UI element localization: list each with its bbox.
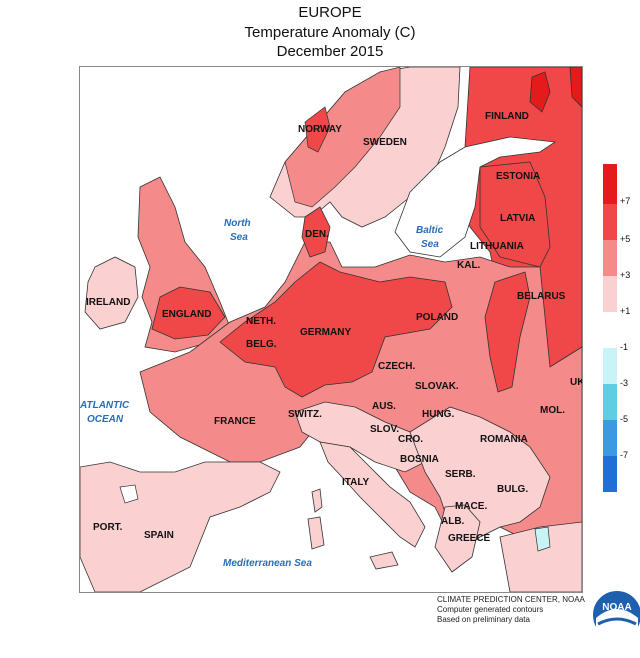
label-moldova: MOL. (540, 405, 565, 416)
legend-label-minus5: -5 (620, 414, 629, 424)
noaa-logo-icon: NOAA (591, 589, 640, 641)
label-croatia: CRO. (398, 434, 423, 445)
sardinia-land (307, 516, 325, 550)
label-germany: GERMANY (300, 327, 351, 338)
label-denmark: DEN. (305, 229, 329, 240)
color-legend (603, 164, 617, 492)
label-serbia: SERB. (445, 469, 476, 480)
label-hungary: HUNG. (422, 409, 454, 420)
label-albania: ALB. (441, 516, 465, 527)
label-netherlands: NETH. (246, 316, 276, 327)
norway-hot-zone (304, 106, 331, 153)
central-europe-hot-zone (219, 261, 453, 398)
turkey-land (499, 521, 582, 592)
label-ireland: IRELAND (86, 297, 130, 308)
iberia-cold-spot (119, 484, 139, 504)
credit-source: CLIMATE PREDICTION CENTER, NOAA (437, 595, 585, 604)
greece-land (434, 504, 481, 573)
label-england: ENGLAND (162, 309, 211, 320)
label-north-sea-1: North (224, 218, 251, 229)
corsica-land (311, 488, 323, 513)
legend-label-plus3: +3 (620, 270, 631, 280)
label-estonia: ESTONIA (496, 171, 540, 182)
label-kaliningrad: KAL. (457, 260, 481, 271)
label-belgium: BELG. (246, 339, 277, 350)
sicily-land (369, 551, 399, 570)
label-france: FRANCE (214, 416, 256, 427)
label-poland: POLAND (416, 312, 458, 323)
cold-anomaly-patch (534, 526, 551, 552)
label-slovakia: SLOVAK. (415, 381, 459, 392)
label-spain: SPAIN (144, 530, 174, 541)
label-lithuania: LITHUANIA (470, 241, 524, 252)
label-portugal: PORT. (93, 522, 123, 533)
label-bulgaria: BULG. (497, 484, 528, 495)
finland-core (529, 71, 551, 113)
map-period-title: December 2015 (276, 43, 384, 60)
label-bosnia: BOSNIA (400, 454, 439, 465)
england-hot-zone (151, 286, 226, 340)
map-panel: NORWAY SWEDEN FINLAND ESTONIA LATVIA LIT… (79, 66, 583, 593)
label-ukraine: UK (570, 377, 582, 388)
legend-swatch-minus7 (603, 456, 617, 492)
label-finland: FINLAND (485, 111, 529, 122)
label-latvia: LATVIA (500, 213, 535, 224)
label-romania: ROMANIA (480, 434, 528, 445)
baltic-water (394, 136, 557, 258)
legend-swatch-5-7 (603, 204, 617, 240)
label-north-sea-2: Sea (230, 232, 248, 243)
russia-core (569, 67, 582, 108)
legend-label-plus5: +5 (620, 234, 631, 244)
ireland-land (84, 256, 139, 330)
norway-warm-zone (284, 67, 401, 208)
east-europe-hot-zone (484, 271, 531, 393)
label-norway: NORWAY (298, 124, 342, 135)
legend-label-plus1: +1 (620, 306, 631, 316)
label-austria: AUS. (372, 401, 396, 412)
label-czech: CZECH. (378, 361, 415, 372)
denmark-land (301, 206, 331, 258)
legend-swatch-3-5 (603, 240, 617, 276)
label-mediterranean: Mediterranean Sea (223, 558, 312, 569)
legend-swatch-1-3 (603, 276, 617, 312)
anomaly-map: NORWAY SWEDEN FINLAND ESTONIA LATVIA LIT… (80, 67, 582, 592)
legend-swatch-minus5-7 (603, 420, 617, 456)
map-variable-title: Temperature Anomaly (C) (244, 24, 416, 41)
credit-status: Based on preliminary data (437, 615, 530, 624)
label-atlantic-2: OCEAN (87, 414, 124, 425)
label-sweden: SWEDEN (363, 137, 407, 148)
label-macedonia: MACE. (455, 501, 487, 512)
label-slovenia: SLOV. (370, 424, 399, 435)
label-italy: ITALY (342, 477, 370, 488)
label-belarus: BELARUS (517, 291, 566, 302)
legend-swatch-minus1-3 (603, 348, 617, 384)
italy-land (319, 441, 426, 548)
label-greece: GREECE (448, 533, 491, 544)
label-atlantic-1: ATLANTIC (80, 400, 130, 411)
legend-label-plus7: +7 (620, 196, 631, 206)
label-baltic-sea-2: Sea (421, 239, 439, 250)
label-baltic-sea-1: Baltic (416, 225, 444, 236)
alps-zone (294, 401, 426, 473)
legend-label-minus1: -1 (620, 342, 629, 352)
label-switzerland: SWITZ. (288, 409, 322, 420)
legend-label-minus7: -7 (620, 450, 629, 460)
legend-label-minus3: -3 (620, 378, 629, 388)
legend-swatch-minus3-5 (603, 384, 617, 420)
legend-swatch-neutral (603, 312, 617, 348)
baltic-states (479, 161, 551, 268)
credit-method: Computer generated contours (437, 605, 544, 614)
noaa-logo-text: NOAA (602, 602, 631, 613)
map-region-title: EUROPE (298, 4, 362, 21)
legend-swatch-7plus (603, 164, 617, 204)
